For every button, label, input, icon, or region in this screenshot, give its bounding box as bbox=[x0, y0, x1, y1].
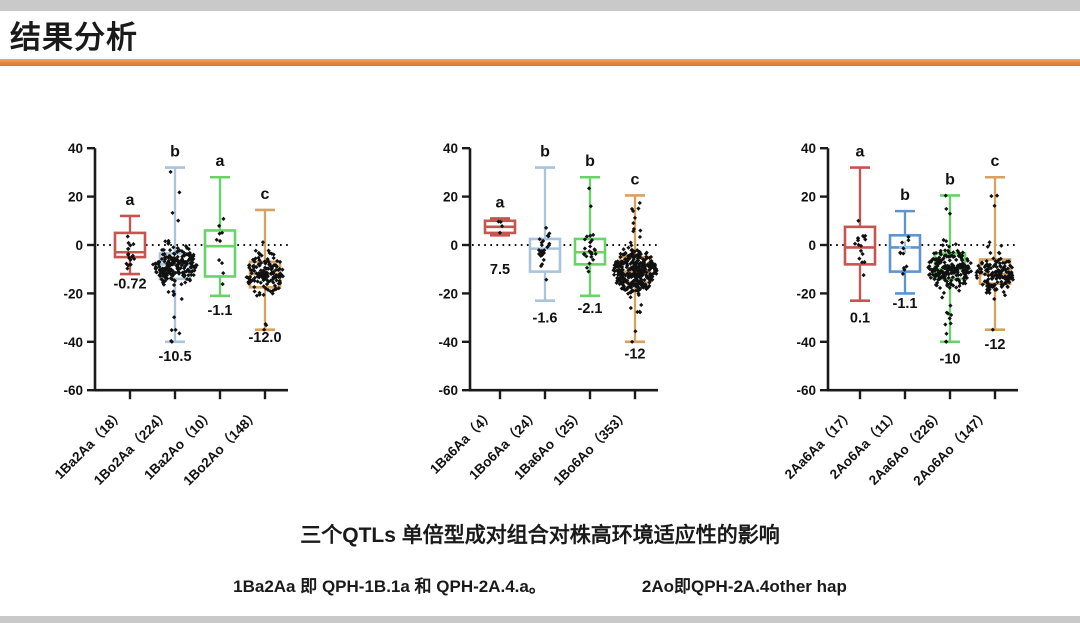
x-category-label: 2Ao6Ao（147） bbox=[910, 407, 992, 489]
y-tick-label: 0 bbox=[450, 238, 458, 253]
median-value-label: -10.5 bbox=[158, 349, 191, 365]
median-value-label: -12.0 bbox=[248, 330, 281, 346]
scatter-points bbox=[581, 186, 598, 274]
significance-letter: b bbox=[170, 144, 180, 161]
scatter-points bbox=[124, 234, 137, 271]
x-category-label: 1Bo2Ao（148） bbox=[180, 407, 262, 489]
median-value-label: 0.1 bbox=[850, 310, 870, 326]
y-tick-label: 40 bbox=[68, 141, 83, 156]
scatter-points bbox=[852, 218, 868, 278]
y-tick-label: -40 bbox=[438, 335, 458, 350]
y-tick-label: -20 bbox=[63, 286, 83, 301]
median-value-label: 7.5 bbox=[490, 262, 510, 278]
y-tick-label: 20 bbox=[801, 190, 816, 205]
page-title: 结果分析 bbox=[10, 20, 138, 55]
scatter-points bbox=[150, 169, 199, 344]
y-tick-label: -40 bbox=[796, 335, 816, 350]
y-tick-label: -60 bbox=[796, 383, 816, 398]
box bbox=[528, 237, 562, 273]
median-value-label: -1.1 bbox=[893, 296, 918, 312]
panel-1: 40200-20-40-60a-0.721Ba2Aa（18）b-10.51Bo2… bbox=[52, 141, 288, 488]
scatter-points bbox=[898, 234, 911, 276]
chart-area: 40 20 0 -20 -40 -60 a -0.72 1Ba2Aa（18） b -10.5 1Bo2… bbox=[0, 100, 1080, 510]
significance-letter: c bbox=[261, 186, 270, 203]
top-frame-bar bbox=[0, 0, 1080, 11]
footnote-right: 2Ao即QPH-2A.4other hap bbox=[641, 577, 847, 596]
footnote-left: 1Ba2Aa 即 QPH-1B.1a 和 QPH-2A.4.a。 bbox=[233, 577, 546, 596]
significance-letter: a bbox=[216, 153, 225, 170]
median-value-label: -2.1 bbox=[578, 301, 603, 317]
title-divider bbox=[0, 59, 1080, 66]
x-category-label: 1Bo6Ao（353） bbox=[550, 407, 632, 489]
significance-letter: a bbox=[126, 192, 135, 209]
significance-letter: a bbox=[496, 194, 505, 211]
median-value-label: -10 bbox=[940, 352, 961, 368]
y-tick-label: -20 bbox=[438, 286, 458, 301]
boxplot-1Bo6Ao（353）: c -12 1Bo6Ao（353） bbox=[550, 171, 659, 489]
significance-letter: b bbox=[540, 144, 550, 161]
y-tick-label: 20 bbox=[443, 190, 458, 205]
significance-letter: b bbox=[900, 187, 910, 204]
figure-caption: 三个QTLs 单倍型成对组合对株高环境适应性的影响 bbox=[300, 524, 780, 547]
axes: 40 20 0 -20 -40 -60 bbox=[796, 141, 1018, 398]
median-value-label: -1.1 bbox=[208, 303, 233, 319]
axes: 40 20 0 -20 -40 -60 bbox=[438, 141, 658, 398]
box bbox=[203, 229, 237, 278]
median-value-label: -12 bbox=[625, 347, 646, 363]
median-value-label: -0.72 bbox=[113, 277, 146, 293]
significance-letter: b bbox=[585, 153, 595, 170]
scatter-points bbox=[536, 225, 552, 282]
significance-letter: c bbox=[631, 171, 640, 188]
y-tick-label: -20 bbox=[796, 286, 816, 301]
significance-letter: a bbox=[856, 144, 865, 161]
axes: 40 20 0 -20 -40 -60 bbox=[63, 141, 288, 398]
boxplot-figure: 40200-20-40-60a-0.721Ba2Aa（18）b-10.51Bo2… bbox=[52, 141, 1018, 488]
median-value-label: -1.6 bbox=[533, 310, 558, 326]
scatter-points bbox=[214, 216, 226, 287]
y-tick-label: 40 bbox=[443, 141, 458, 156]
median-value-label: -12 bbox=[985, 337, 1006, 353]
y-tick-label: 0 bbox=[808, 238, 816, 253]
panel-3: 40200-20-40-60a0.12Aa6Aa（17）b-1.12Ao6Aa（… bbox=[782, 141, 1018, 488]
scatter-points bbox=[496, 219, 505, 235]
y-tick-label: -60 bbox=[63, 383, 83, 398]
bottom-frame-bar bbox=[0, 616, 1080, 623]
significance-letter: c bbox=[991, 153, 1000, 170]
significance-letter: b bbox=[945, 171, 955, 188]
panel-2: 40200-20-40-60a7.51Ba6Aa（4）b-1.61Bo6Aa（2… bbox=[427, 141, 659, 488]
y-tick-label: 20 bbox=[68, 190, 83, 205]
y-tick-label: 40 bbox=[801, 141, 816, 156]
y-tick-label: 0 bbox=[75, 238, 83, 253]
y-tick-label: -60 bbox=[438, 383, 458, 398]
y-tick-label: -40 bbox=[63, 335, 83, 350]
figure-footnote: 1Ba2Aa 即 QPH-1B.1a 和 QPH-2A.4.a。 2Ao即QPH… bbox=[0, 572, 1080, 597]
